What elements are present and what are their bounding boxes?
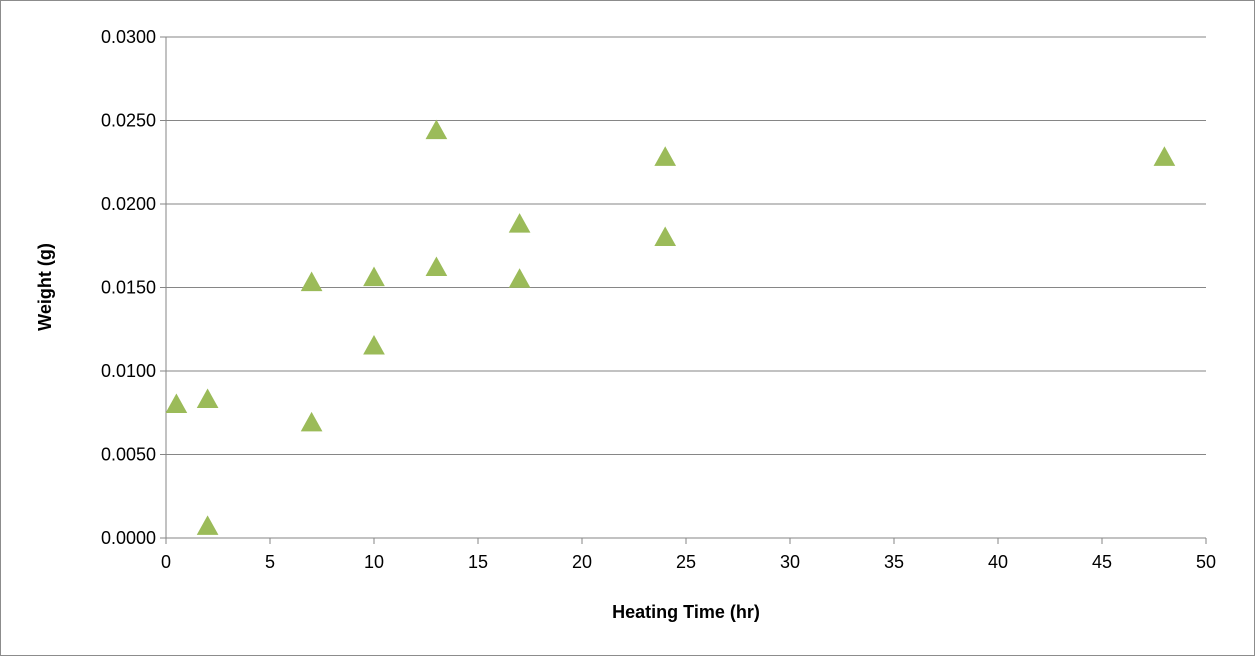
- data-point: [196, 515, 219, 535]
- data-point: [654, 226, 677, 246]
- x-tick-label: 35: [884, 552, 904, 572]
- data-point: [300, 271, 323, 292]
- data-point: [300, 411, 323, 432]
- x-tick-label: 5: [265, 552, 275, 572]
- data-point: [1153, 146, 1176, 166]
- x-tick-label: 50: [1196, 552, 1216, 572]
- y-tick-label: 0.0100: [101, 361, 156, 381]
- data-point: [508, 213, 531, 233]
- y-tick-label: 0.0050: [101, 445, 156, 465]
- x-tick-label: 20: [572, 552, 592, 572]
- data-point: [654, 146, 677, 166]
- x-axis-title: Heating Time (hr): [612, 602, 760, 622]
- y-tick-labels: 0.0000 0.0050 0.0100 0.0150 0.0200 0.0250 0.03…: [101, 27, 166, 548]
- x-tick-label: 15: [468, 552, 488, 572]
- data-point: [425, 256, 448, 277]
- x-tick-label: 25: [676, 552, 696, 572]
- y-tick-label: 0.0300: [101, 27, 156, 47]
- gridlines: [166, 36, 1206, 455]
- data-points: [165, 119, 1176, 535]
- y-tick-label: 0.0150: [101, 278, 156, 298]
- data-point: [425, 119, 448, 140]
- data-point: [508, 268, 531, 288]
- x-tick-label: 0: [161, 552, 171, 572]
- data-point: [165, 393, 188, 413]
- x-tick-label: 10: [364, 552, 384, 572]
- x-tick-label: 45: [1092, 552, 1112, 572]
- y-axis-title: Weight (g): [35, 243, 55, 331]
- y-tick-label: 0.0200: [101, 194, 156, 214]
- x-tick-label: 30: [780, 552, 800, 572]
- data-point: [363, 335, 385, 355]
- x-tick-label: 40: [988, 552, 1008, 572]
- x-tick-labels: 0 5 10 15 20 25 30 35 40 45 50: [161, 538, 1216, 572]
- y-tick-label: 0.0250: [101, 111, 156, 131]
- data-point: [196, 388, 219, 408]
- data-point: [363, 266, 385, 287]
- y-tick-label: 0.0000: [101, 528, 156, 548]
